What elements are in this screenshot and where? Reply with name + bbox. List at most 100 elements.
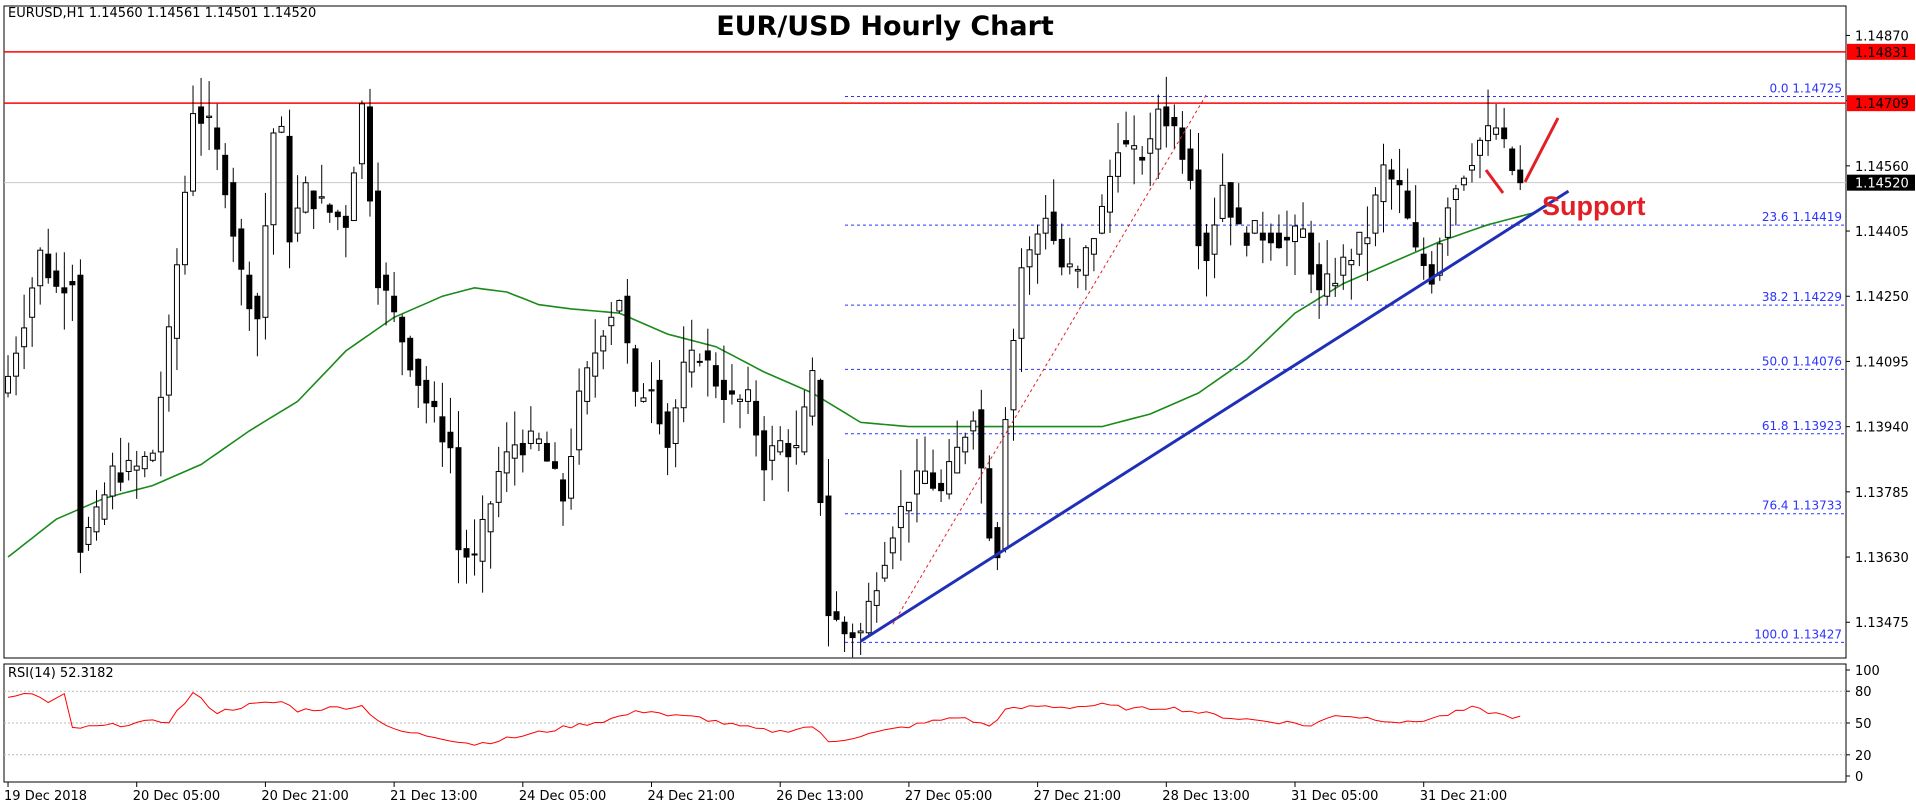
candle-body: [1235, 207, 1242, 225]
candle-body: [1517, 169, 1524, 184]
candle-body: [1187, 148, 1194, 181]
rsi-tick-label: 0: [1855, 770, 1863, 785]
candle-body: [358, 103, 365, 165]
rsi-label: RSI(14) 52.3182: [8, 666, 114, 681]
candle-body: [922, 470, 928, 484]
candle-body: [262, 225, 269, 318]
candle-body: [568, 456, 575, 499]
candle-body: [141, 455, 148, 470]
time-tick-label: 19 Dec 2018: [4, 789, 87, 804]
fib-level-label: 23.6 1.14419: [1762, 210, 1842, 224]
candle-body: [1509, 148, 1516, 171]
candle-body: [1348, 259, 1355, 266]
candle-body: [1034, 233, 1041, 255]
candle-body: [1468, 165, 1475, 171]
candle-body: [535, 438, 542, 444]
candle-body: [720, 379, 727, 400]
candle-body: [479, 518, 486, 562]
candle-body: [230, 182, 237, 237]
candle-body: [1332, 282, 1339, 287]
price-tick-label: 1.14560: [1855, 160, 1909, 175]
candle-body: [77, 274, 84, 553]
candle-body: [133, 465, 140, 471]
candle-body: [463, 548, 470, 558]
candle-body: [157, 396, 164, 453]
candle-body: [350, 172, 357, 222]
fib-level-label: 50.0 1.14076: [1762, 354, 1842, 368]
candle-body: [366, 106, 373, 202]
candle-body: [986, 468, 993, 539]
price-tick-label: 1.13785: [1855, 486, 1909, 501]
fib-swing-line: [892, 94, 1207, 625]
candle-body: [704, 350, 711, 361]
candle-body: [793, 444, 800, 449]
candle-body: [342, 215, 349, 228]
moving-average-line: [7, 211, 1537, 558]
candle-body: [302, 182, 309, 213]
candle-body: [1404, 190, 1411, 219]
candle-body: [809, 370, 816, 417]
candle-body: [962, 436, 969, 453]
candle-body: [881, 564, 888, 579]
candle-body: [1316, 264, 1323, 291]
candle-body: [1436, 243, 1443, 276]
rsi-tick-label: 100: [1855, 664, 1880, 679]
candle-body: [1123, 140, 1130, 145]
candle-body: [109, 465, 116, 497]
candle-body: [889, 537, 896, 554]
price-tag-label: 1.14520: [1855, 177, 1909, 192]
candle-body: [1420, 253, 1427, 266]
time-tick-label: 31 Dec 21:00: [1420, 789, 1507, 804]
candle-body: [1243, 232, 1250, 246]
price-tick-label: 1.13630: [1855, 551, 1909, 566]
candle-body: [383, 274, 390, 291]
candle-body: [181, 191, 188, 266]
candle-body: [1066, 263, 1073, 268]
time-tick-label: 28 Dec 13:00: [1162, 789, 1249, 804]
candle-body: [608, 316, 615, 327]
candle-body: [310, 190, 317, 210]
price-tag: [1847, 174, 1915, 191]
candle-body: [455, 447, 462, 551]
fib-level-label: 76.4 1.13733: [1762, 499, 1842, 513]
candle-body: [1163, 106, 1170, 127]
candle-body: [101, 494, 108, 520]
candle-body: [905, 501, 912, 512]
candle-body: [769, 445, 776, 461]
candle-body: [753, 400, 760, 436]
candle-body: [13, 352, 20, 377]
candle-body: [415, 358, 422, 386]
candle-body: [511, 444, 518, 459]
chart-frame: [3, 5, 1847, 783]
candle-body: [519, 442, 526, 456]
candle-body: [913, 470, 920, 495]
candle-body: [1155, 108, 1162, 150]
candle-body: [1219, 184, 1226, 219]
candle-body: [1477, 139, 1484, 156]
candle-body: [1203, 232, 1210, 262]
time-tick-label: 24 Dec 05:00: [519, 789, 606, 804]
price-tag-label: 1.14709: [1855, 97, 1909, 112]
candle-body: [600, 335, 607, 352]
candle-body: [801, 406, 808, 453]
candle-body: [165, 326, 172, 396]
candle-body: [1058, 238, 1065, 268]
candle-body: [326, 204, 333, 213]
main-plot-border: [3, 5, 1847, 659]
candle-body: [1380, 164, 1387, 203]
candle-body: [543, 442, 550, 462]
candle-body: [439, 416, 446, 443]
candle-body: [1082, 247, 1089, 276]
candle-body: [1002, 419, 1009, 550]
candle-body: [648, 389, 655, 392]
candle-body: [737, 398, 743, 402]
candle-body: [21, 327, 28, 348]
candle-body: [149, 452, 156, 461]
candle-body: [1098, 205, 1105, 234]
resistance-lines: [4, 51, 1846, 184]
candle-body: [680, 361, 687, 409]
candle-body: [318, 196, 325, 199]
candle-body: [1460, 177, 1467, 186]
candle-body: [825, 495, 832, 617]
moving-average: [7, 211, 1537, 558]
